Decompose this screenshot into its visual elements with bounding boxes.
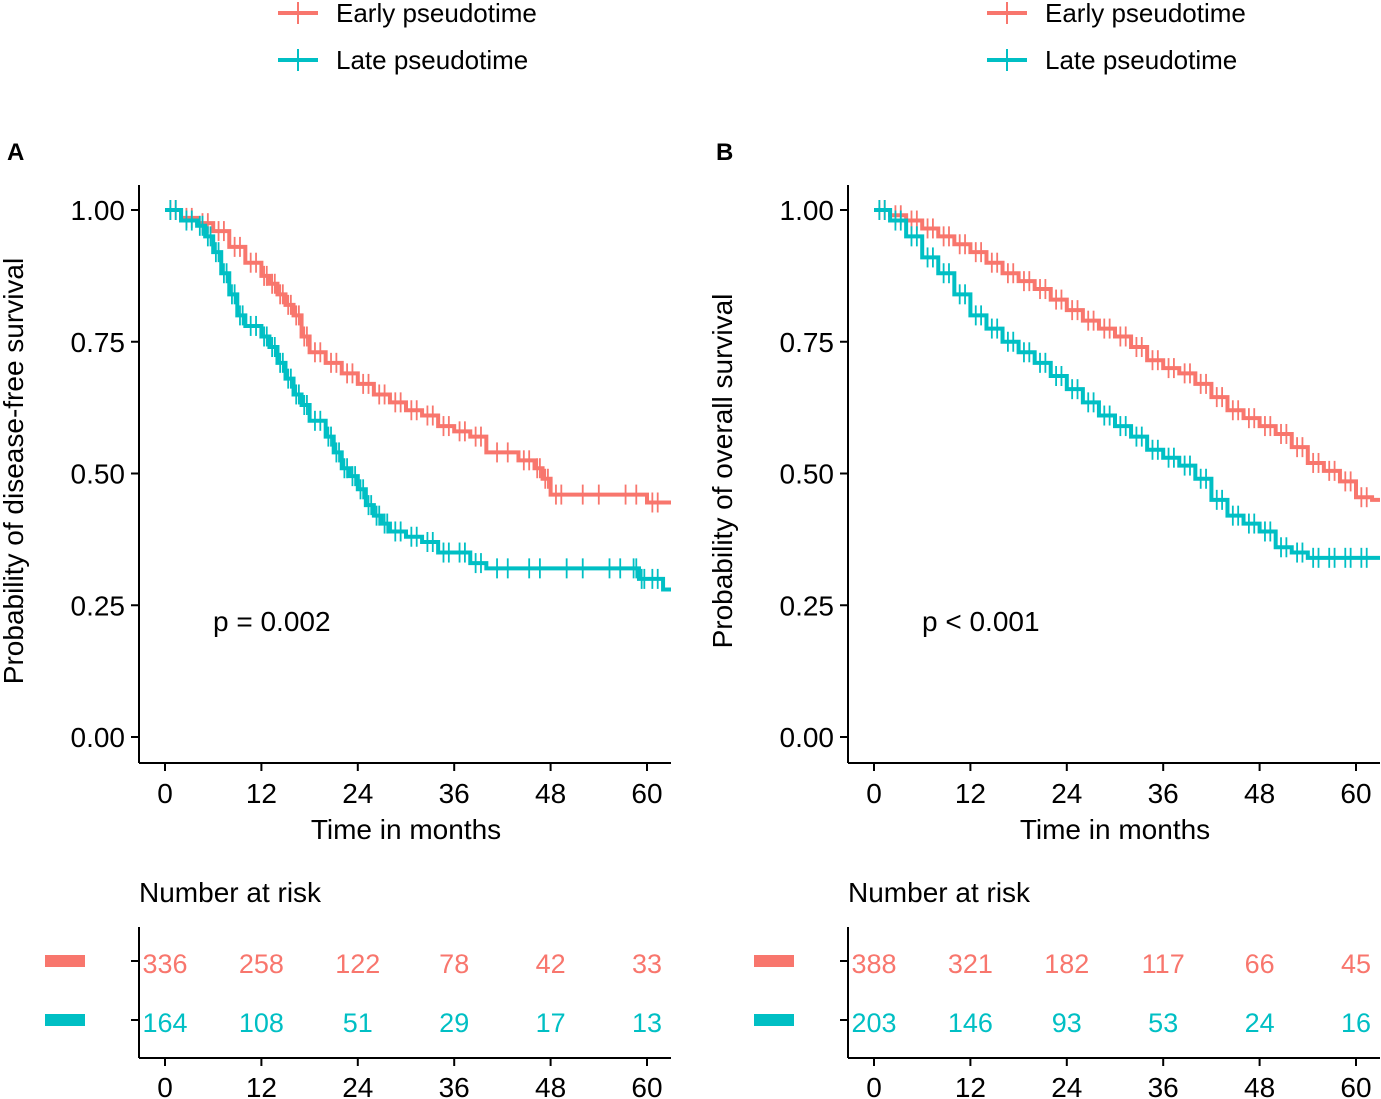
km-curve-late [874, 208, 1380, 560]
legend-label-late: Late pseudotime [1045, 45, 1237, 75]
x-tick-label: 12 [955, 778, 986, 809]
y-tick-label: 0.75 [71, 327, 126, 358]
risk-table-title: Number at risk [139, 877, 322, 908]
risk-x-tick-label: 24 [342, 1072, 373, 1099]
x-tick-label: 48 [1244, 778, 1275, 809]
risk-count-late: 146 [948, 1008, 993, 1038]
x-axis-title: Time in months [311, 814, 501, 845]
risk-x-tick-label: 0 [157, 1072, 173, 1099]
legend-label-early: Early pseudotime [1045, 0, 1246, 28]
risk-count-early: 78 [439, 949, 469, 979]
x-tick-label: 0 [866, 778, 882, 809]
y-tick-label: 0.25 [71, 590, 126, 621]
p-value: p < 0.001 [922, 606, 1040, 637]
y-axis-title: Probability of disease-free survival [0, 258, 29, 684]
risk-table: Number at risk 388 321 182 117 66 45 203 146 93 53… [754, 877, 1380, 1099]
risk-count-late: 164 [142, 1008, 187, 1038]
risk-count-late: 93 [1052, 1008, 1082, 1038]
legend: Early pseudotime Late pseudotime [987, 0, 1246, 75]
risk-count-early: 336 [142, 949, 187, 979]
x-tick-label: 24 [342, 778, 373, 809]
p-value: p = 0.002 [213, 606, 331, 637]
km-curve-early [874, 208, 1380, 502]
risk-count-early: 33 [632, 949, 662, 979]
risk-count-early: 258 [239, 949, 284, 979]
risk-table: Number at risk 336 258 122 78 42 33 164 108 51 29 1… [45, 877, 671, 1099]
x-tick-label: 36 [1148, 778, 1179, 809]
risk-count-early: 45 [1341, 949, 1371, 979]
y-axis-title: Probability of overall survival [707, 294, 738, 649]
risk-x-tick-label: 0 [866, 1072, 882, 1099]
panel-b: Early pseudotime Late pseudotime B 0.00 0.25… [707, 0, 1380, 1099]
risk-x-tick-label: 36 [439, 1072, 470, 1099]
risk-x-tick-label: 12 [246, 1072, 277, 1099]
y-tick-label: 0.50 [71, 459, 126, 490]
x-tick-label: 60 [631, 778, 662, 809]
risk-x-tick-label: 12 [955, 1072, 986, 1099]
risk-table-title: Number at risk [848, 877, 1031, 908]
panel-label: B [716, 139, 733, 166]
risk-x-tick-label: 60 [1340, 1072, 1371, 1099]
risk-count-late: 29 [439, 1008, 469, 1038]
risk-count-late: 24 [1245, 1008, 1275, 1038]
y-tick-label: 0.75 [780, 327, 835, 358]
km-curve-late [165, 208, 671, 592]
risk-x-tick-label: 36 [1148, 1072, 1179, 1099]
x-tick-label: 0 [157, 778, 173, 809]
risk-count-early: 66 [1245, 949, 1275, 979]
x-tick-label: 24 [1051, 778, 1082, 809]
censor-marks-late [878, 200, 1368, 568]
x-tick-label: 36 [439, 778, 470, 809]
km-curve-early [165, 208, 671, 505]
legend-label-early: Early pseudotime [336, 0, 537, 28]
censor-marks-early [878, 200, 1368, 508]
legend-label-late: Late pseudotime [336, 45, 528, 75]
y-tick-label: 1.00 [71, 195, 126, 226]
x-tick-label: 12 [246, 778, 277, 809]
y-tick-label: 0.00 [71, 722, 126, 753]
panel-a: Early pseudotime Late pseudotime A 0.00 0.25… [0, 0, 671, 1099]
x-axis-title: Time in months [1020, 814, 1210, 845]
y-tick-label: 0.50 [780, 459, 835, 490]
risk-count-late: 16 [1341, 1008, 1371, 1038]
risk-count-late: 203 [851, 1008, 896, 1038]
risk-count-early: 182 [1044, 949, 1089, 979]
risk-x-tick-label: 24 [1051, 1072, 1082, 1099]
panel-label: A [7, 139, 24, 166]
risk-count-late: 13 [632, 1008, 662, 1038]
risk-count-early: 122 [335, 949, 380, 979]
risk-x-tick-label: 48 [535, 1072, 566, 1099]
y-tick-label: 0.25 [780, 590, 835, 621]
x-tick-label: 48 [535, 778, 566, 809]
risk-count-early: 321 [948, 949, 993, 979]
y-tick-label: 1.00 [780, 195, 835, 226]
legend: Early pseudotime Late pseudotime [278, 0, 537, 75]
risk-count-late: 17 [536, 1008, 566, 1038]
x-tick-label: 60 [1340, 778, 1371, 809]
risk-count-late: 108 [239, 1008, 284, 1038]
risk-count-early: 42 [536, 949, 566, 979]
risk-x-tick-label: 60 [631, 1072, 662, 1099]
y-tick-label: 0.00 [780, 722, 835, 753]
risk-count-early: 388 [851, 949, 896, 979]
risk-count-late: 53 [1148, 1008, 1178, 1038]
risk-x-tick-label: 48 [1244, 1072, 1275, 1099]
risk-count-late: 51 [343, 1008, 373, 1038]
risk-count-early: 117 [1142, 949, 1185, 979]
censor-marks-late [169, 200, 659, 589]
